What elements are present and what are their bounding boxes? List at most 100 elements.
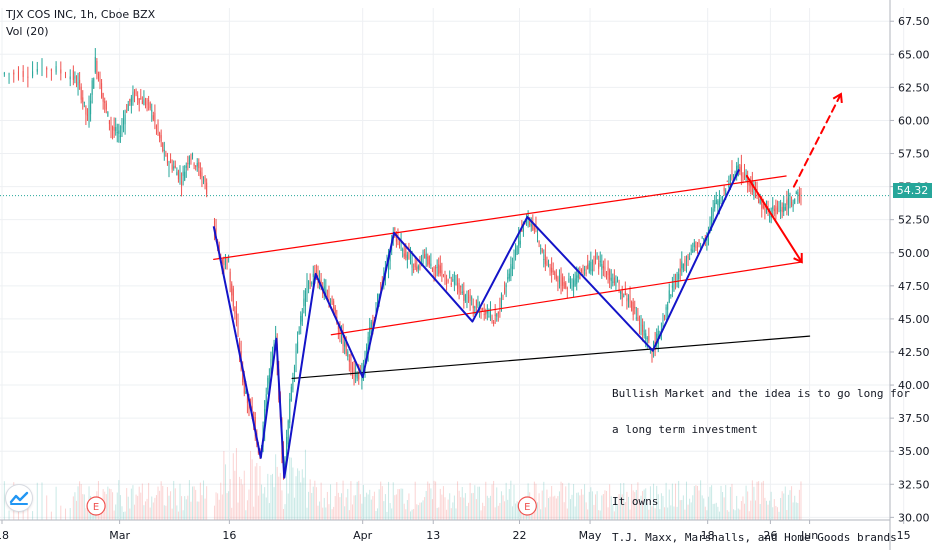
volume-bar-11: [55, 486, 57, 520]
volume-bar-232: [419, 502, 421, 520]
candle-body-2: [13, 72, 15, 75]
candle-body-222: [403, 253, 405, 257]
candle-body-401: [684, 259, 686, 267]
candle-body-454: [767, 204, 769, 208]
volume-bar-233: [420, 502, 422, 520]
candle-body-45: [119, 135, 121, 138]
volume-bar-463: [781, 491, 783, 520]
volume-bar-210: [384, 494, 386, 520]
volume-bar-15: [72, 496, 74, 520]
volume-bar-283: [499, 502, 501, 520]
candle-body-348: [601, 264, 603, 270]
volume-bar-403: [687, 504, 689, 520]
volume-bar-198: [366, 492, 368, 520]
volume-bar-289: [508, 489, 510, 520]
candle-body-402: [685, 263, 687, 266]
volume-bar-121: [245, 510, 247, 520]
volume-bar-205: [377, 508, 379, 520]
annotation-line-5: T.J. Maxx, Marshalls, and Home Goods bra…: [612, 531, 897, 544]
volume-bar-445: [753, 486, 755, 520]
volume-bar-135: [267, 473, 269, 520]
time-axis[interactable]: 18 Mar 16 Apr 13 22 May 18 26 Jun 15: [0, 519, 911, 542]
volume-indicator-label[interactable]: Vol (20): [6, 25, 49, 38]
volume-bar-285: [502, 495, 504, 520]
candle-body-16: [74, 76, 76, 79]
volume-bar-351: [606, 490, 608, 520]
candle-body-314: [547, 265, 549, 267]
candle-body-433: [734, 172, 736, 174]
volume-bar-447: [756, 481, 758, 520]
volume-bar-23: [85, 508, 87, 520]
volume-bar-262: [466, 506, 468, 520]
volume-bar-413: [703, 498, 705, 520]
volume-bar-267: [474, 485, 476, 520]
candle-body-287: [505, 284, 507, 288]
volume-bar-325: [565, 486, 567, 520]
candle-body-426: [723, 187, 725, 192]
volume-bar-313: [546, 489, 548, 520]
volume-bar-266: [472, 492, 474, 520]
candle-body-226: [410, 257, 412, 260]
volume-bar-66: [152, 502, 154, 520]
candle-body-152: [293, 367, 295, 373]
candle-body-108: [224, 260, 226, 266]
volume-bar-68: [155, 495, 157, 520]
volume-bar-394: [673, 506, 675, 520]
candle-body-468: [789, 197, 791, 199]
candle-body-305: [533, 228, 535, 230]
candle-body-71: [160, 135, 162, 142]
volume-bar-294: [516, 501, 518, 520]
candle-body-95: [198, 162, 200, 169]
volume-bar-292: [513, 484, 515, 520]
candle-body-230: [416, 266, 418, 271]
candle-body-19: [79, 79, 81, 84]
candle-body-65: [151, 109, 153, 112]
volume-bar-458: [773, 499, 775, 520]
volume-bar-240: [431, 499, 433, 520]
candle-body-461: [778, 205, 780, 210]
volume-bar-374: [642, 491, 644, 520]
volume-bar-407: [693, 486, 695, 520]
tradingview-logo-icon[interactable]: [6, 485, 32, 511]
volume-bar-397: [678, 480, 680, 520]
candle-body-250: [447, 280, 449, 282]
candle-body-77: [170, 159, 172, 163]
volume-bar-450: [761, 482, 763, 520]
candle-body-191: [355, 371, 357, 377]
chart-drawings[interactable]: [0, 92, 890, 479]
volume-bar-192: [356, 481, 358, 520]
volume-bar-161: [308, 491, 310, 520]
symbol-title[interactable]: TJX COS INC, 1h, Cboe BZX: [6, 8, 156, 21]
volume-bar-277: [489, 495, 491, 520]
candle-body-460: [776, 207, 778, 211]
volume-bar-100: [206, 486, 208, 520]
volume-bar-171: [323, 497, 325, 520]
candle-body-42: [115, 127, 117, 132]
volume-bar-449: [759, 504, 761, 520]
volume-bar-336: [582, 494, 584, 520]
candle-body-325: [565, 282, 567, 288]
candle-body-64: [149, 102, 151, 109]
candle-body-184: [344, 342, 346, 347]
volume-bar-455: [769, 500, 771, 520]
volume-bar-43: [116, 492, 118, 520]
volume-bar-222: [403, 503, 405, 520]
candle-body-242: [435, 266, 437, 269]
volume-bar-424: [720, 485, 722, 520]
volume-bar-307: [537, 502, 539, 520]
candle-body-183: [342, 331, 344, 346]
candle-body-309: [540, 248, 542, 250]
volume-bar-84: [181, 496, 183, 520]
volume-bar-475: [800, 481, 802, 520]
volume-bar-199: [367, 494, 369, 520]
candle-body-228: [413, 268, 415, 271]
idea-annotation[interactable]: Bullish Market and the idea is to go lon…: [612, 364, 910, 556]
candle-body-203: [373, 317, 375, 319]
candle-body-15: [72, 70, 74, 80]
volume-bar-348: [601, 495, 603, 520]
candle-body-455: [769, 216, 771, 218]
volume-bar-69: [157, 486, 159, 520]
